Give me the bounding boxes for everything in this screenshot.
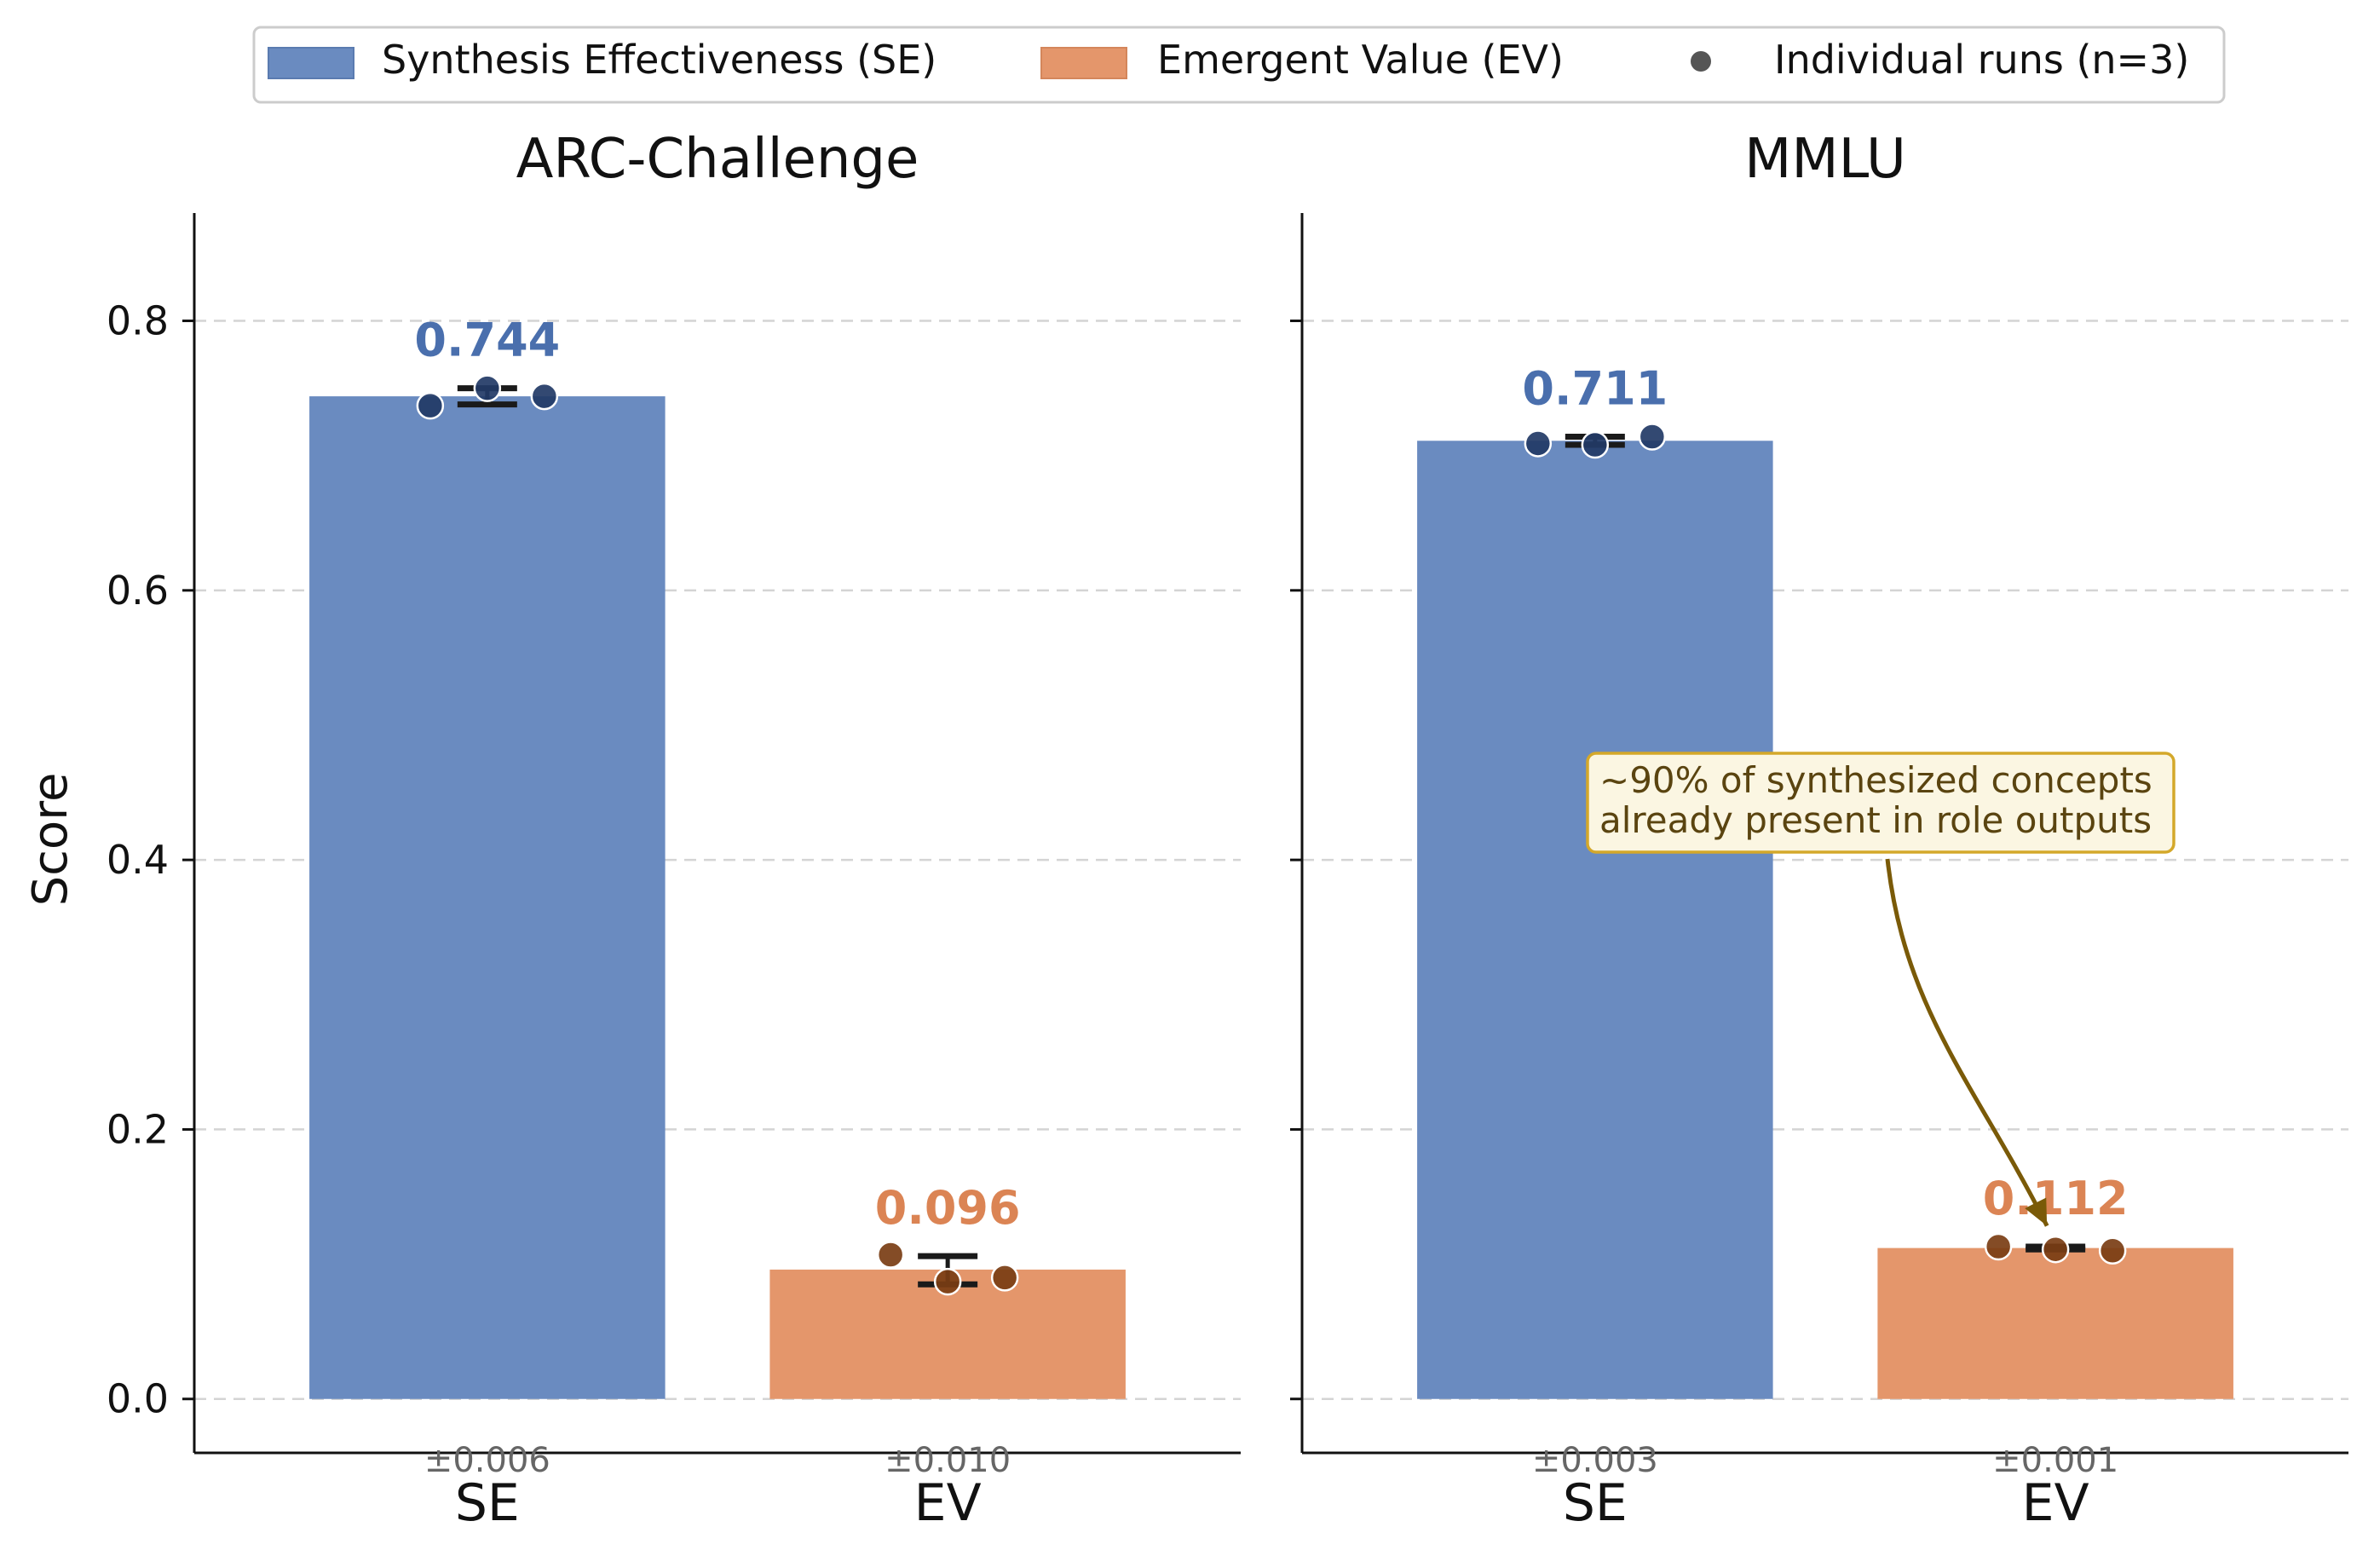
legend-marker-runs xyxy=(1691,51,1711,72)
legend-frame xyxy=(252,26,2226,104)
y-axis-label: Score xyxy=(23,773,78,907)
run-point xyxy=(876,1241,905,1269)
legend: Synthesis Effectiveness (SE) Emergent Va… xyxy=(252,26,2226,104)
panel-title: ARC-Challenge xyxy=(516,128,919,191)
y-tick-label: 0.6 xyxy=(107,568,169,614)
std-label: ±0.010 xyxy=(885,1441,1011,1480)
legend-swatch-se xyxy=(268,47,354,79)
bar-se xyxy=(1417,441,1773,1399)
x-tick-label: EV xyxy=(2022,1473,2089,1533)
y-tick-label: 0.4 xyxy=(107,837,169,883)
run-point xyxy=(2098,1236,2127,1265)
x-tick-label: EV xyxy=(914,1473,982,1533)
bar-se xyxy=(309,396,666,1399)
y-tick-label: 0.0 xyxy=(107,1376,169,1422)
run-point xyxy=(933,1267,962,1296)
annotation-arrowhead xyxy=(2025,1197,2048,1226)
y-tick-label: 0.8 xyxy=(107,298,169,344)
run-point xyxy=(1638,423,1667,451)
run-point xyxy=(473,374,502,402)
value-label: 0.096 xyxy=(875,1181,1021,1235)
std-label: ±0.003 xyxy=(1532,1441,1658,1480)
value-label: 0.112 xyxy=(1983,1172,2129,1225)
run-point xyxy=(1581,430,1610,459)
legend-label-ev: Emergent Value (EV) xyxy=(1157,37,1564,83)
value-label: 0.744 xyxy=(414,314,560,367)
annotation-arrow xyxy=(1885,858,2049,1227)
run-point xyxy=(1524,429,1553,458)
std-label: ±0.006 xyxy=(424,1441,550,1480)
y-tick-label: 0.2 xyxy=(107,1106,169,1152)
legend-label-runs: Individual runs (n=3) xyxy=(1774,37,2189,83)
run-point xyxy=(990,1264,1019,1292)
run-point xyxy=(2041,1235,2070,1264)
std-label: ±0.001 xyxy=(1992,1441,2118,1480)
legend-label-se: Synthesis Effectiveness (SE) xyxy=(382,37,936,83)
run-point xyxy=(530,382,559,411)
bar-ev xyxy=(1877,1247,2233,1399)
legend-swatch-ev xyxy=(1040,47,1127,79)
run-point xyxy=(1984,1232,2013,1261)
annotation-box xyxy=(1586,752,2175,854)
annotation-text: ~90% of synthesized concepts xyxy=(1599,759,2152,801)
annotation-text: already present in role outputs xyxy=(1599,799,2152,841)
value-label: 0.711 xyxy=(1522,362,1668,416)
run-point xyxy=(416,391,445,420)
panel-title: MMLU xyxy=(1744,128,1906,191)
x-tick-label: SE xyxy=(1563,1473,1628,1533)
x-tick-label: SE xyxy=(455,1473,520,1533)
